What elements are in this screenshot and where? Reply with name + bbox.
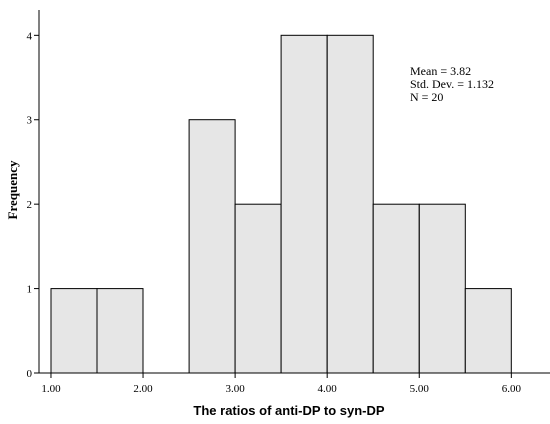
histogram-bar — [418, 203, 466, 374]
histogram-bar — [96, 288, 144, 374]
bars-layer — [50, 34, 512, 374]
x-tick-label: 5.00 — [410, 383, 430, 395]
y-tick-label: 3 — [27, 115, 33, 127]
y-axis-label: Frequency — [5, 160, 20, 219]
histogram-bar — [464, 288, 512, 374]
stats-n: N = 20 — [410, 90, 443, 104]
y-tick-label: 2 — [27, 199, 33, 211]
stats-std-dev: Std. Dev. = 1.132 — [410, 77, 494, 91]
y-tick-label: 0 — [27, 368, 33, 380]
ticks-layer: 0 1 2 3 4 1.00 2.00 3.00 4.00 5.00 6.00 — [27, 30, 522, 395]
histogram-bar — [234, 203, 282, 374]
x-tick-label: 6.00 — [502, 383, 522, 395]
stats-mean: Mean = 3.82 — [410, 64, 471, 78]
histogram-bar — [326, 34, 374, 374]
axes-layer — [38, 10, 550, 374]
x-tick-label: 2.00 — [133, 383, 153, 395]
x-axis-label: The ratios of anti-DP to syn-DP — [193, 403, 384, 418]
histogram-bar — [372, 203, 420, 374]
y-tick-label: 1 — [27, 284, 33, 296]
x-tick-label: 1.00 — [41, 383, 61, 395]
histogram-bar — [188, 119, 236, 374]
histogram-bar — [280, 34, 328, 374]
x-tick-label: 4.00 — [318, 383, 338, 395]
x-tick-label: 3.00 — [225, 383, 245, 395]
histogram-bar — [50, 288, 98, 374]
y-tick-label: 4 — [27, 30, 33, 42]
